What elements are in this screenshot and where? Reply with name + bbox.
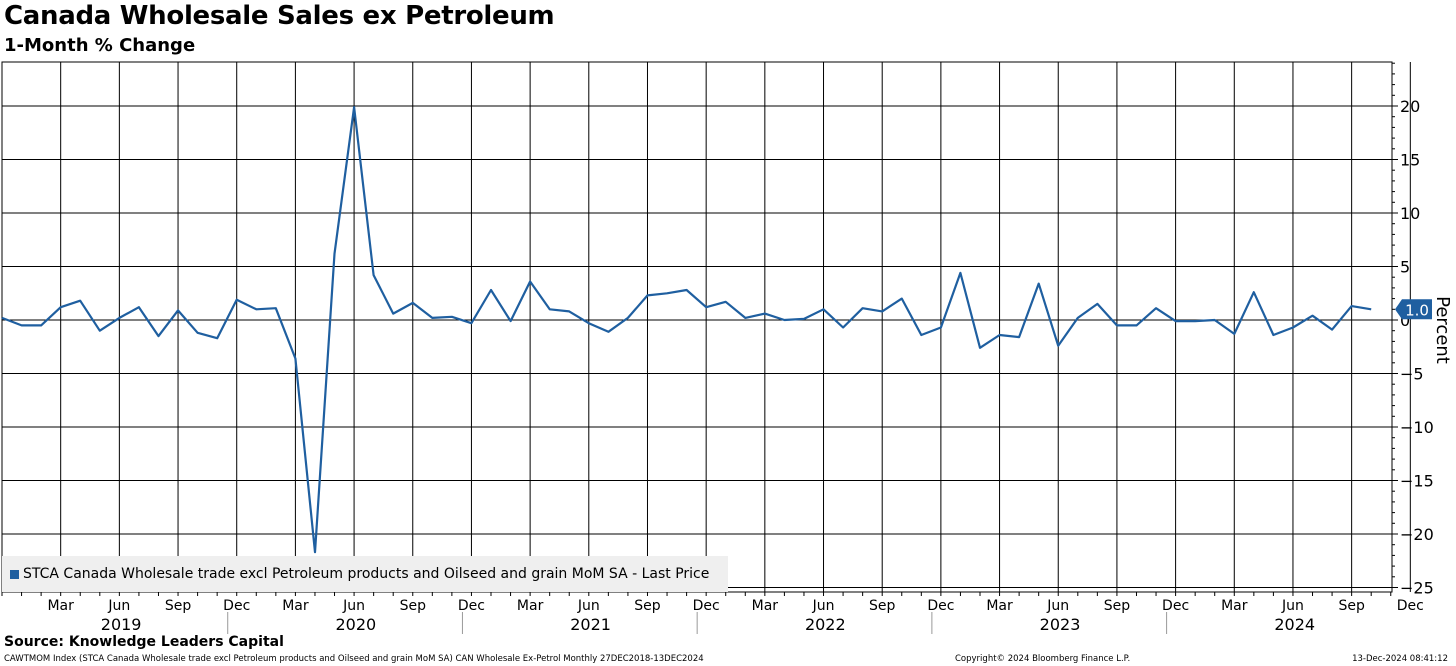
x-tick-label: Sep [1104,598,1131,614]
x-tick-label: Dec [1162,598,1189,614]
x-tick-label: Dec [223,598,250,614]
y-tick-label: 5 [1400,258,1410,277]
plot-frame [1,61,1393,593]
x-tick-label: Jun [1046,598,1069,614]
x-tick-label: Mar [752,598,779,614]
x-tick-label: Mar [517,598,544,614]
x-year-label: 2019 [101,615,142,634]
y-tick-label: −15 [1400,472,1434,491]
x-tick-label: Mar [47,598,74,614]
y-tick-label: 15 [1400,151,1420,170]
footer-copyright: Copyright© 2024 Bloomberg Finance L.P. [955,654,1131,664]
last-value-marker [1395,299,1432,320]
x-tick-label: Jun [577,598,600,614]
x-tick-label: Sep [1338,598,1365,614]
x-tick-label: Jun [1281,598,1304,614]
x-tick-label: Sep [869,598,896,614]
legend-label: STCA Canada Wholesale trade excl Petrole… [23,566,710,582]
x-tick-label: Dec [927,598,954,614]
x-tick-label: Dec [458,598,485,614]
x-tick-label: Jun [342,598,365,614]
y-tick-label: 0 [1400,311,1410,330]
line-chart: Mar Jun Sep Dec Mar Jun Sep Dec Mar Jun Sep Dec Mar J… [1,61,1456,634]
x-tick-label: Jun [107,598,130,614]
last-value-label: 1.0 [1405,301,1429,319]
x-tick-label: Mar [1221,598,1248,614]
chart-legend: STCA Canada Wholesale trade excl Petrole… [2,556,728,592]
source-note: Source: Knowledge Leaders Capital [4,634,284,650]
x-year-label: 2024 [1274,615,1315,634]
x-tick-label: Sep [634,598,661,614]
x-tick-label: Mar [986,598,1013,614]
x-tick-label: Mar [282,598,309,614]
x-tick-label: Sep [400,598,427,614]
x-tick-label: Jun [812,598,835,614]
x-year-label: 2022 [805,615,846,634]
x-tick-label: Dec [1397,598,1424,614]
x-year-label: 2023 [1040,615,1081,634]
footer-timestamp: 13-Dec-2024 08:41:12 [1352,654,1448,664]
y-tick-label: 20 [1400,97,1420,116]
y-tick-label: −25 [1400,579,1434,598]
y-axis-label: Percent [1432,296,1453,364]
footer-index-description: CAWTMOM Index (STCA Canada Wholesale tra… [4,654,704,664]
y-tick-label: −20 [1400,525,1434,544]
y-tick-label: −5 [1400,365,1424,384]
x-tick-label: Sep [165,598,192,614]
x-tick-label: Dec [693,598,720,614]
y-tick-label: 10 [1400,204,1420,223]
series-line [1,105,1372,554]
chart-subtitle: 1-Month % Change [4,35,196,56]
chart-title: Canada Wholesale Sales ex Petroleum [4,1,555,31]
x-year-label: 2020 [336,615,377,634]
y-tick-label: −10 [1400,418,1434,437]
legend-swatch [10,569,19,579]
x-year-label: 2021 [570,615,611,634]
